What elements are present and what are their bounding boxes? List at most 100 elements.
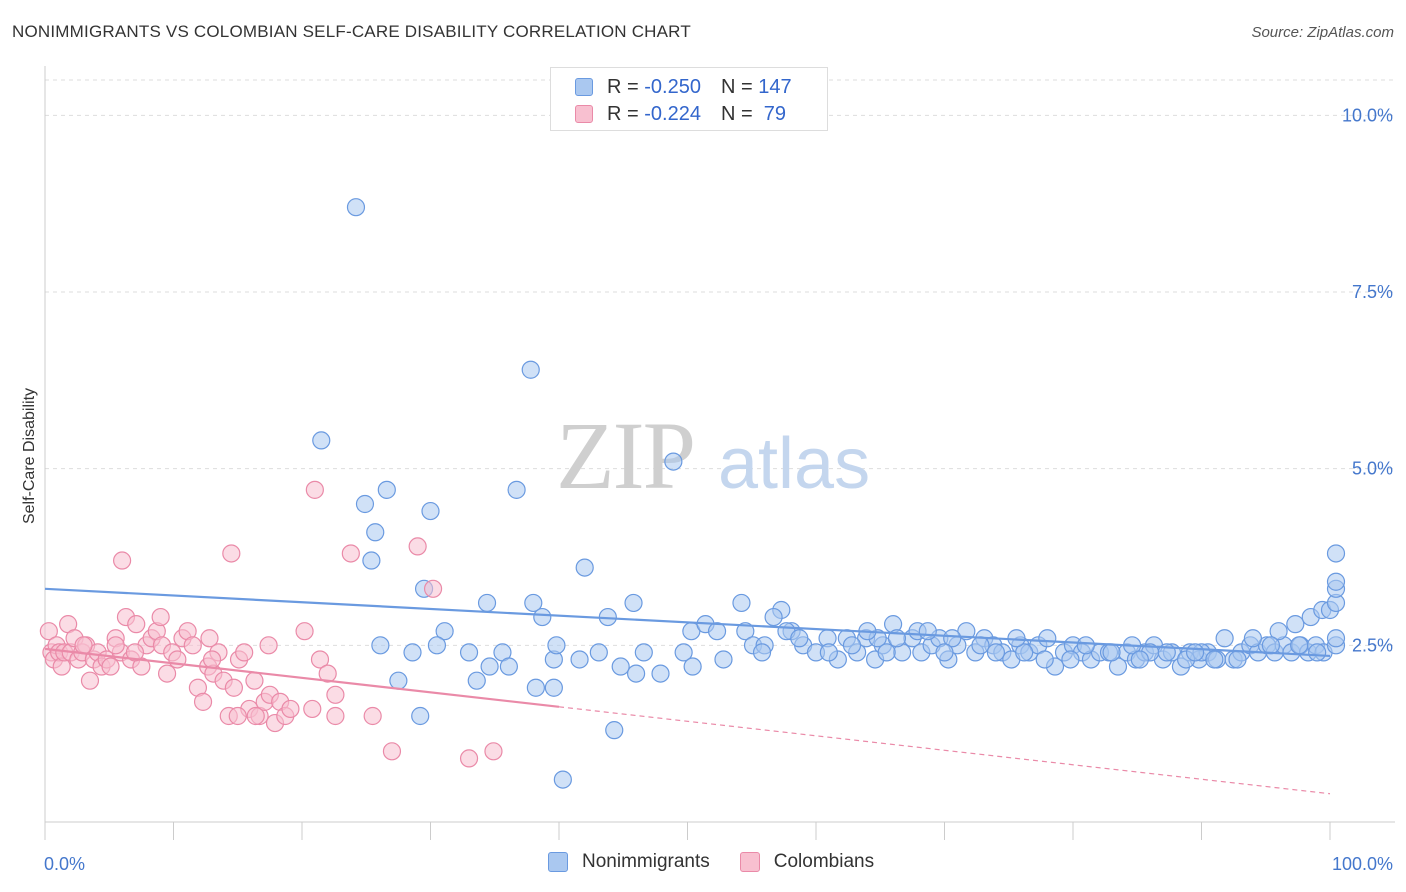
colombian-point <box>408 537 427 556</box>
nonimmigrant-point <box>986 643 1006 662</box>
colombian-point <box>341 544 360 563</box>
nonimmigrant-point <box>1308 643 1327 662</box>
colombian-point <box>363 706 382 726</box>
nonimmigrant-point <box>435 622 454 641</box>
colombian-point <box>193 692 213 711</box>
colombian-point <box>74 636 93 655</box>
legend-n-label: N = <box>720 102 759 125</box>
colombian-point <box>423 579 443 598</box>
nonimmigrant-point <box>683 657 702 676</box>
data-points <box>39 198 1346 789</box>
nonimmigrant-point <box>790 629 809 648</box>
series-legend-colombians: Colombians <box>739 851 875 873</box>
x-tick-label: 0.0% <box>44 854 85 874</box>
nonimmigrant-point <box>877 643 896 662</box>
nonimmigrant-point <box>480 657 499 676</box>
nonimmigrant-point <box>624 593 643 613</box>
nonimmigrant-point <box>605 721 624 740</box>
nonimmigrant-point <box>521 360 540 379</box>
colombian-point <box>222 544 241 563</box>
colombian-point <box>235 643 254 662</box>
colombian-point <box>459 749 479 768</box>
legend-n-value: 79 <box>758 102 787 125</box>
y-tick-label: 2.5% <box>1352 635 1393 655</box>
colombian-point <box>202 650 222 669</box>
legend-n-label: N = <box>720 75 759 98</box>
nonimmigrant-point <box>714 650 733 669</box>
nonimmigrant-point <box>918 622 937 641</box>
colombian-point <box>200 629 219 648</box>
legend-r-label: R = <box>607 75 645 98</box>
colombian-point <box>303 699 322 719</box>
nonimmigrant-point <box>842 636 862 655</box>
nonimmigrant-point <box>1061 650 1080 669</box>
nonimmigrant-point <box>427 636 447 655</box>
nonimmigrant-point <box>459 643 479 662</box>
series-legend: Nonimmigrants Colombians <box>548 851 904 873</box>
colombian-point <box>112 551 132 570</box>
nonimmigrant-point <box>674 643 693 662</box>
series-swatch-colombians <box>739 852 760 872</box>
nonimmigrant-point <box>732 593 751 613</box>
legend-r-value: -0.250 <box>644 75 701 98</box>
nonimmigrant-point <box>403 643 422 662</box>
legend-r-value: -0.224 <box>644 102 701 125</box>
colombian-point <box>281 699 300 719</box>
nonimmigrant-point <box>533 607 552 627</box>
nonimmigrant-point <box>421 501 440 521</box>
nonimmigrant-point <box>1286 615 1305 634</box>
nonimmigrant-point <box>611 657 630 676</box>
nonimmigrant-point <box>575 558 594 577</box>
nonimmigrant-point <box>664 452 683 471</box>
nonimmigrant-point <box>943 629 962 648</box>
series-label-colombians: Colombians <box>773 851 875 872</box>
y-axis-label: Self-Care Disability <box>21 388 38 524</box>
nonimmigrant-point <box>971 636 990 655</box>
axes <box>44 66 1395 840</box>
nonimmigrant-point <box>1261 636 1280 655</box>
colombian-point <box>127 615 146 634</box>
y-tick-label: 5.0% <box>1352 459 1393 479</box>
chart-title: NONIMMIGRANTS VS COLOMBIAN SELF-CARE DIS… <box>12 22 691 41</box>
nonimmigrant-point <box>1015 643 1034 662</box>
nonimmigrant-point <box>507 480 526 499</box>
nonimmigrant-point <box>355 494 375 514</box>
colombian-point <box>183 636 202 655</box>
nonimmigrant-point <box>634 643 653 662</box>
colombian-point <box>228 706 247 726</box>
nonimmigrant-point <box>707 622 727 641</box>
x-tick-label: 100.0% <box>1332 854 1393 874</box>
watermark-atlas: atlas <box>718 424 870 504</box>
colombian-point <box>326 706 345 726</box>
nonimmigrant-point <box>736 622 755 641</box>
nonimmigrant-point <box>570 650 589 669</box>
stats-legend: R = -0.250 N = 147 R = -0.224 N = 79 <box>550 67 828 131</box>
y-tick-label: 10.0% <box>1342 105 1393 125</box>
nonimmigrant-point <box>1038 629 1057 648</box>
nonimmigrant-point <box>626 664 646 683</box>
series-swatch-nonimmigrants <box>548 852 568 872</box>
nonimmigrant-point <box>764 607 783 627</box>
nonimmigrant-point <box>1076 636 1095 655</box>
tick-labels: 2.5% 5.0% 7.5% 10.0% 0.0% 100.0% <box>44 105 1393 874</box>
colombians-trend-line <box>44 647 560 708</box>
nonimmigrant-point <box>366 523 385 542</box>
legend-swatch-nonimmigrants <box>575 78 593 96</box>
nonimmigrant-point <box>1130 650 1149 669</box>
legend-row-nonimmigrants: R = -0.250 N = 147 <box>575 75 792 99</box>
y-tick-label: 7.5% <box>1352 282 1393 302</box>
nonimmigrant-point <box>553 770 572 789</box>
colombian-point <box>101 657 120 676</box>
colombian-point <box>305 480 324 499</box>
nonimmigrant-point <box>411 706 430 726</box>
colombian-point <box>310 650 330 669</box>
colombian-point <box>295 622 314 641</box>
colombian-point <box>484 742 503 761</box>
nonimmigrant-point <box>362 551 381 570</box>
nonimmigrant-point <box>467 671 486 690</box>
nonimmigrant-point <box>547 636 566 655</box>
colombian-point <box>259 636 278 655</box>
colombian-point <box>318 664 337 683</box>
source-label: Source: ZipAtlas.com <box>1251 24 1394 41</box>
series-label-nonimmigrants: Nonimmigrants <box>582 851 710 872</box>
